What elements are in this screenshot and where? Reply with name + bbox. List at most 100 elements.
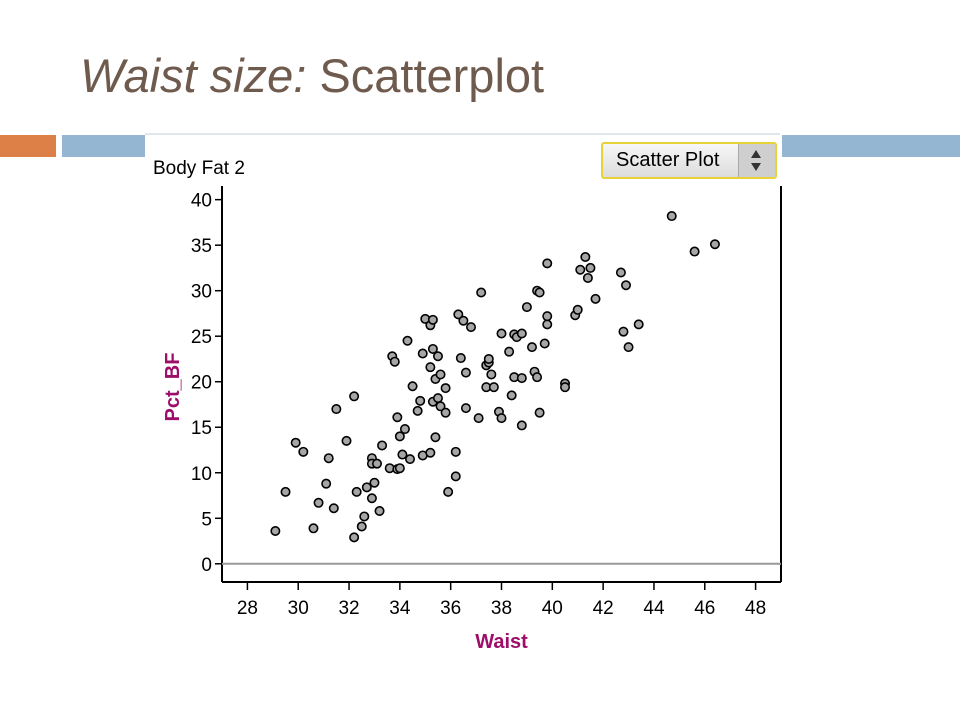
x-tick-label: 38 <box>491 598 512 619</box>
data-point <box>532 372 543 383</box>
y-tick-label: 30 <box>191 282 212 303</box>
points-layer <box>270 211 720 543</box>
data-point <box>427 343 438 354</box>
x-tick-label: 44 <box>643 598 665 619</box>
data-point <box>618 326 629 337</box>
data-point <box>521 302 532 313</box>
data-point <box>455 353 466 364</box>
data-point <box>308 523 319 534</box>
data-point <box>506 390 517 401</box>
data-point <box>539 338 550 349</box>
x-tick-label: 46 <box>694 598 715 619</box>
y-tick-label: 5 <box>201 509 212 530</box>
data-point <box>483 353 494 364</box>
data-point <box>488 382 499 393</box>
x-tick-label: 28 <box>237 598 258 619</box>
data-point <box>440 383 451 394</box>
slide-title: Waist size: Scatterplot <box>80 48 544 104</box>
slide-title-rest: Scatterplot <box>306 49 545 102</box>
y-tick-label: 15 <box>191 418 212 439</box>
data-point <box>328 503 339 514</box>
data-point <box>366 493 377 504</box>
data-point <box>313 497 324 508</box>
data-point <box>435 369 446 380</box>
data-point <box>369 477 380 488</box>
x-tick-label: 42 <box>593 598 614 619</box>
data-point <box>575 264 586 275</box>
data-point <box>516 420 527 431</box>
x-tick-label: 40 <box>542 598 563 619</box>
data-point <box>572 304 583 315</box>
data-point <box>534 287 545 298</box>
data-point <box>590 293 601 304</box>
data-point <box>374 505 385 516</box>
data-point <box>666 211 677 222</box>
data-point <box>427 314 438 325</box>
data-point <box>435 401 446 412</box>
data-point <box>526 342 537 353</box>
data-point <box>389 356 400 367</box>
y-tick-label: 10 <box>191 464 212 485</box>
data-point <box>542 258 553 269</box>
data-point <box>290 437 301 448</box>
chart-panel-top-border <box>145 133 780 135</box>
plot-type-value: Scatter Plot <box>616 149 720 171</box>
data-point <box>496 328 507 339</box>
x-axis-title: Waist <box>475 631 528 653</box>
x-tick-label: 30 <box>288 598 309 619</box>
data-point <box>323 453 334 464</box>
data-point <box>450 471 461 482</box>
data-point <box>542 319 553 330</box>
data-point <box>397 449 408 460</box>
data-point <box>349 532 360 543</box>
data-point <box>415 395 426 406</box>
data-point <box>560 382 571 393</box>
data-point <box>430 432 441 443</box>
data-point <box>359 511 370 522</box>
data-point <box>351 486 362 497</box>
y-tick-label: 20 <box>191 373 212 394</box>
arrow-up-icon <box>751 150 761 158</box>
data-point <box>460 403 471 414</box>
data-point <box>361 482 372 493</box>
data-point <box>504 346 515 357</box>
data-point <box>689 246 700 257</box>
x-tick-label: 32 <box>338 598 359 619</box>
data-point <box>321 478 332 489</box>
data-point <box>580 252 591 263</box>
data-point <box>516 373 527 384</box>
data-point <box>394 463 405 474</box>
data-point <box>298 446 309 457</box>
x-tick-label: 48 <box>745 598 766 619</box>
data-point <box>486 369 497 380</box>
axes-layer: 0 5 10 15 20 25 30 35 40 28 30 32 34 36 38 40 42 44 46 48 <box>191 186 782 619</box>
dataset-name: Body Fat 2 <box>153 158 245 179</box>
data-point <box>623 342 634 353</box>
data-point <box>402 335 413 346</box>
data-point <box>615 267 626 278</box>
data-point <box>476 287 487 298</box>
data-point <box>280 486 291 497</box>
data-point <box>392 412 403 423</box>
data-point <box>371 458 382 469</box>
data-point <box>458 315 469 326</box>
data-point <box>466 322 477 333</box>
data-point <box>450 446 461 457</box>
plot-type-select[interactable]: Scatter Plot <box>601 142 777 179</box>
data-point <box>399 424 410 435</box>
data-point <box>516 328 527 339</box>
data-point <box>331 404 342 415</box>
data-point <box>394 431 405 442</box>
data-point <box>582 272 593 283</box>
data-point <box>377 440 388 451</box>
data-point <box>407 381 418 392</box>
data-point <box>633 319 644 330</box>
up-down-arrows-icon[interactable] <box>738 144 775 177</box>
data-point <box>440 407 451 418</box>
x-tick-label: 36 <box>440 598 461 619</box>
slide-title-italic: Waist size: <box>80 49 307 102</box>
data-point <box>621 280 632 291</box>
data-point <box>460 367 471 378</box>
data-point <box>443 486 454 497</box>
